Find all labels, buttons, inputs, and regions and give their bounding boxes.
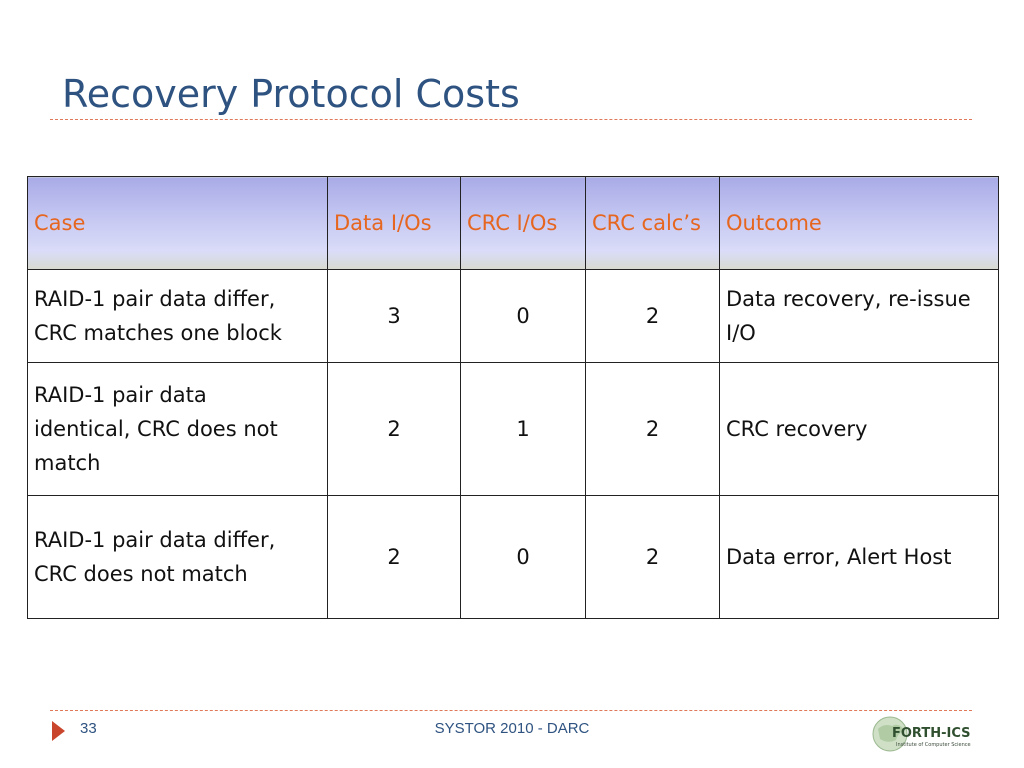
- logo-title: FORTH-ICS: [892, 726, 970, 741]
- arrow-right-icon: [52, 721, 65, 741]
- cell-crc-ios: 0: [460, 269, 586, 363]
- header-crc-calcs: CRC calc’s: [585, 176, 720, 270]
- header-crc-ios: CRC I/Os: [460, 176, 586, 270]
- cell-crc-ios: 0: [460, 495, 586, 619]
- recovery-costs-table: Case Data I/Os CRC I/Os CRC calc’s Outco…: [27, 176, 999, 619]
- header-case: Case: [27, 176, 328, 270]
- cell-line: I/O: [726, 321, 756, 345]
- cell-line: Data recovery, re-issue: [726, 287, 971, 311]
- cell-case: RAID-1 pair data differ, CRC does not ma…: [27, 495, 328, 619]
- cell-line: RAID-1 pair data differ,: [34, 528, 276, 552]
- cell-outcome: CRC recovery: [719, 362, 999, 496]
- footer-text: SYSTOR 2010 - DARC: [434, 720, 590, 737]
- cell-data-ios: 3: [327, 269, 461, 363]
- cell-line: CRC recovery: [726, 417, 868, 441]
- table-row: RAID-1 pair data identical, CRC does not…: [27, 362, 999, 496]
- header-data-ios: Data I/Os: [327, 176, 461, 270]
- cell-line: CRC matches one block: [34, 321, 282, 345]
- cell-crc-calcs: 2: [585, 269, 720, 363]
- header-outcome: Outcome: [719, 176, 999, 270]
- cell-line: RAID-1 pair data differ,: [34, 287, 276, 311]
- cell-crc-calcs: 2: [585, 362, 720, 496]
- cell-line: Data error, Alert Host: [726, 545, 952, 569]
- cell-data-ios: 2: [327, 495, 461, 619]
- table-header-row: Case Data I/Os CRC I/Os CRC calc’s Outco…: [27, 176, 999, 270]
- footer-divider: [50, 710, 972, 711]
- cell-crc-calcs: 2: [585, 495, 720, 619]
- cell-case: RAID-1 pair data differ, CRC matches one…: [27, 269, 328, 363]
- title-divider: [50, 119, 972, 120]
- forth-ics-logo: FORTH-ICS Institute of Computer Science: [872, 716, 971, 752]
- cell-crc-ios: 1: [460, 362, 586, 496]
- cell-line: match: [34, 451, 101, 475]
- cell-case: RAID-1 pair data identical, CRC does not…: [27, 362, 328, 496]
- slide-title: Recovery Protocol Costs: [62, 72, 520, 116]
- cell-line: RAID-1 pair data: [34, 383, 207, 407]
- cell-line: CRC does not match: [34, 562, 248, 586]
- cell-data-ios: 2: [327, 362, 461, 496]
- table-row: RAID-1 pair data differ, CRC does not ma…: [27, 495, 999, 619]
- cell-outcome: Data error, Alert Host: [719, 495, 999, 619]
- logo-subtitle: Institute of Computer Science: [896, 742, 971, 748]
- page-number: 33: [80, 720, 97, 737]
- table-row: RAID-1 pair data differ, CRC matches one…: [27, 269, 999, 363]
- cell-line: identical, CRC does not: [34, 417, 278, 441]
- cell-outcome: Data recovery, re-issue I/O: [719, 269, 999, 363]
